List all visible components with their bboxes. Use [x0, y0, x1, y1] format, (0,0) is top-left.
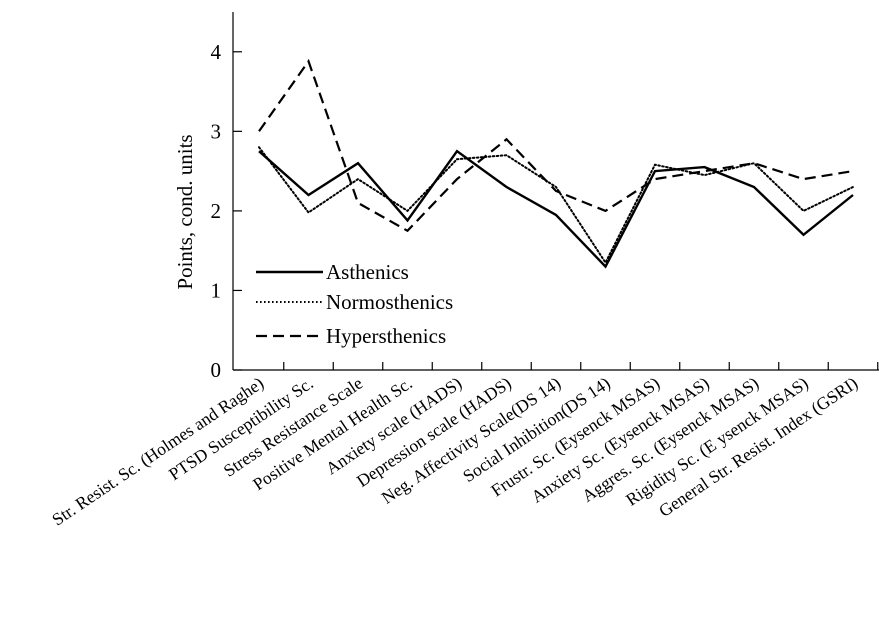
y-ticks: 0 1 2 3 4 — [211, 40, 243, 382]
legend: Asthenics Normosthenics Hypersthenics — [256, 260, 453, 348]
series-group — [259, 61, 853, 266]
series-line-asthenics — [259, 151, 853, 266]
x-ticks: Str. Resist. Sc. (Holmes and Raghe)PTSD … — [48, 362, 878, 530]
legend-label-asthenics: Asthenics — [326, 260, 409, 284]
y-tick-label: 2 — [211, 199, 222, 223]
y-tick-label: 0 — [211, 358, 222, 382]
series-line-normosthenics — [259, 147, 853, 262]
series-line-hypersthenics — [259, 61, 853, 231]
y-axis-label: Points, cond. units — [173, 134, 197, 289]
legend-label-normosthenics: Normosthenics — [326, 290, 453, 314]
legend-label-hypersthenics: Hypersthenics — [326, 324, 446, 348]
y-tick-label: 4 — [211, 40, 222, 64]
x-tick-label: Str. Resist. Sc. (Holmes and Raghe) — [48, 373, 267, 530]
y-tick-label: 3 — [211, 119, 222, 143]
y-tick-label: 1 — [211, 278, 222, 302]
